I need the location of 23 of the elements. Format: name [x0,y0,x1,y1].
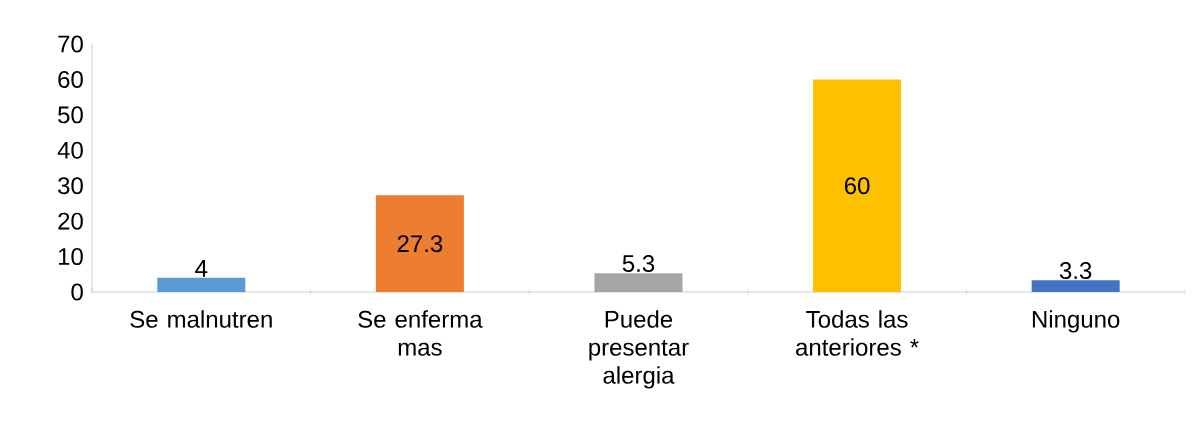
y-tick-label: 0 [71,283,83,301]
x-tick-label: Puede presentar alergia [589,310,689,389]
bar [157,277,246,292]
y-tick-label: 70 [58,35,83,53]
y-tick-label: 30 [58,177,83,195]
data-label: 27.3 [397,235,443,253]
data-label: 3.3 [1059,262,1092,280]
bar [594,273,683,292]
y-tick-label: 20 [58,212,83,230]
bar [375,195,464,292]
x-tick-label: Se enferma mas [358,310,483,356]
y-tick-label: 50 [58,106,83,124]
y-tick-label: 60 [58,70,83,88]
y-tick-label: 10 [58,248,83,266]
data-label: 5.3 [622,255,655,273]
x-tick-label: Todas las anteriores * [796,310,919,356]
bar [1031,280,1120,292]
bar [813,79,902,292]
x-tick-label: Se malnutren [130,310,272,328]
data-label: 4 [195,260,208,277]
y-tick-label: 40 [57,141,83,159]
x-tick-label: Ninguno [1032,310,1120,333]
data-label: 60 [844,177,870,195]
